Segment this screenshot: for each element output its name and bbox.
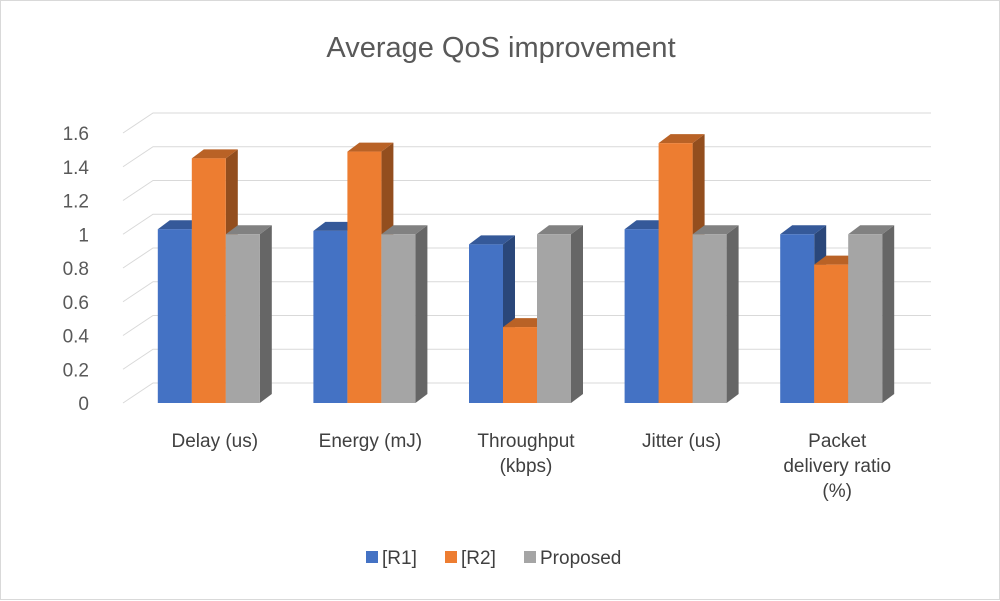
x-category-line: Energy (mJ)	[319, 431, 422, 452]
y-tick-label: 0.6	[63, 293, 89, 314]
legend-label: Proposed	[540, 548, 621, 569]
bar-top	[225, 225, 272, 235]
bar	[225, 234, 260, 403]
bar	[848, 234, 883, 403]
bar-top	[381, 225, 428, 235]
y-tick-label: 1.6	[63, 124, 89, 145]
legend-label: [R1]	[382, 548, 417, 569]
y-axis-ticks: 0 0.2 0.4 0.6 0.8 1 1.2 1.4 1.6	[63, 124, 90, 415]
x-category-line: Delay (us)	[172, 431, 259, 452]
legend-swatch	[366, 551, 378, 563]
x-axis-categories: Delay (us) Energy (mJ) Throughput (kbps) Jit…	[172, 431, 892, 502]
gridline	[122, 146, 931, 168]
x-category-label: Throughput (kbps)	[477, 431, 575, 477]
x-category-line: (kbps)	[500, 456, 553, 477]
gridline	[122, 180, 931, 201]
bar-side	[259, 225, 272, 403]
bar	[658, 143, 693, 403]
bar-top	[469, 235, 515, 245]
bar-side	[571, 225, 583, 403]
bar-top	[191, 149, 238, 159]
bar	[537, 234, 571, 403]
bar-top	[692, 225, 739, 235]
legend-label: [R2]	[461, 548, 496, 569]
x-category-line: Packet	[808, 431, 867, 452]
y-tick-label: 0.4	[63, 327, 90, 348]
x-category-label: Delay (us)	[172, 431, 259, 452]
bar	[503, 327, 537, 403]
chart-title: Average QoS improvement	[326, 32, 675, 64]
x-category-line: Jitter (us)	[642, 431, 721, 452]
y-tick-label: 1.4	[63, 158, 90, 179]
y-tick-label: 1	[78, 225, 89, 246]
bar	[157, 229, 192, 403]
bar-side	[415, 225, 428, 403]
x-category-label: Energy (mJ)	[319, 431, 422, 452]
x-category-line: (%)	[822, 481, 852, 502]
bar	[692, 234, 727, 403]
legend-swatch	[445, 551, 457, 563]
bar	[624, 229, 659, 403]
x-category-label: Packet delivery ratio (%)	[783, 431, 891, 502]
y-tick-label: 0	[78, 394, 89, 415]
bar-side	[882, 225, 895, 403]
y-tick-label: 1.2	[63, 192, 89, 213]
bar	[347, 151, 382, 403]
bar-top	[780, 225, 827, 235]
bar-top	[848, 225, 895, 235]
x-category-label: Jitter (us)	[642, 431, 721, 452]
bar	[313, 230, 348, 403]
legend: [R1] [R2] Proposed	[366, 548, 621, 569]
bar	[814, 264, 849, 403]
bar	[381, 234, 416, 403]
bars	[157, 134, 895, 403]
bar-top	[347, 142, 394, 152]
bar-top	[658, 134, 705, 144]
bar	[780, 234, 815, 403]
y-tick-label: 0.2	[63, 360, 89, 381]
legend-swatch	[524, 551, 536, 563]
x-category-line: delivery ratio	[783, 456, 891, 477]
gridlines	[122, 112, 931, 404]
x-category-line: Throughput	[477, 431, 575, 452]
bar	[469, 244, 503, 403]
bar	[191, 158, 226, 403]
y-tick-label: 0.8	[63, 259, 89, 280]
bar-side	[726, 225, 739, 403]
gridline	[122, 112, 931, 134]
bar-top	[537, 225, 583, 235]
